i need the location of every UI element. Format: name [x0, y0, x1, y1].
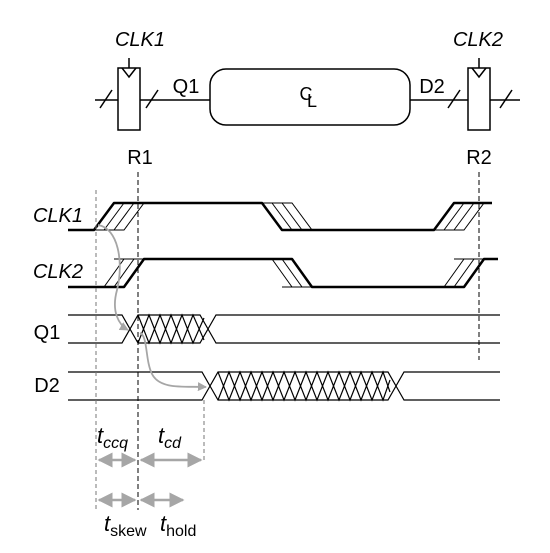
clk1-fall-skew-region [262, 202, 313, 231]
circuit-schematic: CLK1 Q1 C L D2 CLK2 R1 R2 [95, 29, 520, 169]
d2-transition-hatch [217, 370, 391, 402]
r2-clock-label: CLK2 [453, 29, 503, 51]
waveforms: CLK1 CLK2 Q1 D2 [33, 172, 500, 510]
register-r1-label: R1 [127, 147, 153, 169]
r1-clock-label: CLK1 [115, 29, 165, 51]
q1-to-d2-causal-arrow [139, 332, 207, 392]
q1-transition-hatch [137, 313, 205, 345]
thold-label: thold [160, 511, 196, 540]
register-r2-label: R2 [466, 147, 492, 169]
clk1-to-q1-causal-arrow [97, 224, 129, 331]
q1-waveform [68, 313, 500, 345]
q1-waveform-label: Q1 [34, 322, 61, 344]
tcd-label: tcd [158, 423, 182, 452]
d2-wire-label: D2 [419, 76, 445, 98]
r1-clock-triangle [121, 67, 137, 79]
clk1-waveform [68, 201, 492, 232]
clk1-waveform-label: CLK1 [33, 205, 83, 227]
tskew-label: tskew [104, 511, 147, 540]
d2-bus-slash [447, 89, 461, 109]
timing-annotations: tccq tcd tskew thold [97, 423, 203, 540]
clk1-rise2-skew-region [434, 202, 485, 231]
tccq-label: tccq [97, 423, 128, 452]
d2-waveform [68, 370, 500, 402]
r2-clock-triangle [471, 67, 487, 79]
r2-output-bus-slash [499, 89, 513, 109]
clk2-waveform-label: CLK2 [33, 261, 83, 283]
cl-label-l: L [307, 91, 317, 111]
clk2-rise2-skew-region [434, 258, 485, 288]
cl-label-c: C [300, 84, 313, 104]
q1-wire-label: Q1 [173, 76, 200, 98]
d2-waveform-label: D2 [34, 375, 60, 397]
combinational-logic-block [209, 68, 411, 126]
clk2-waveform [68, 257, 498, 289]
r1-input-bus-slash [99, 89, 113, 109]
q1-bus-slash [145, 89, 159, 109]
clk2-fall-skew-region [262, 258, 313, 288]
